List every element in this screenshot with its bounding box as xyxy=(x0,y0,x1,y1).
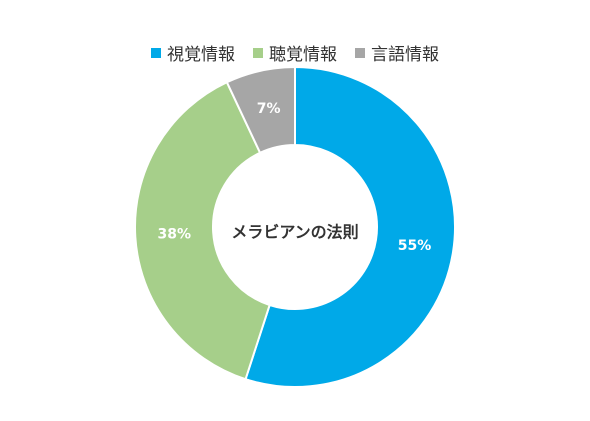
legend-label-verbal: 言語情報 xyxy=(371,45,439,65)
slice-auditory xyxy=(134,80,271,381)
slice-visual xyxy=(244,65,456,388)
legend-swatch-verbal xyxy=(355,47,365,58)
legend-swatch-visual xyxy=(151,47,161,58)
legend-swatch-auditory xyxy=(253,47,263,58)
center-label: メラビアンの法則 xyxy=(231,223,358,242)
donut-slices xyxy=(134,65,456,388)
legend-label-auditory: 聴覚情報 xyxy=(269,45,337,65)
data-labels: 55% 38% 7% xyxy=(157,101,431,254)
chart-legend: 視覚情報 聴覚情報 言語情報 xyxy=(0,40,590,65)
data-label-verbal: 7% xyxy=(257,101,281,117)
legend-item-verbal: 言語情報 xyxy=(355,40,439,65)
slice-verbal xyxy=(225,65,296,155)
data-label-visual: 55% xyxy=(398,238,432,254)
data-label-auditory: 38% xyxy=(157,227,191,243)
legend-item-auditory: 聴覚情報 xyxy=(253,40,337,65)
legend-item-visual: 視覚情報 xyxy=(151,40,235,65)
legend-label-visual: 視覚情報 xyxy=(167,45,235,65)
